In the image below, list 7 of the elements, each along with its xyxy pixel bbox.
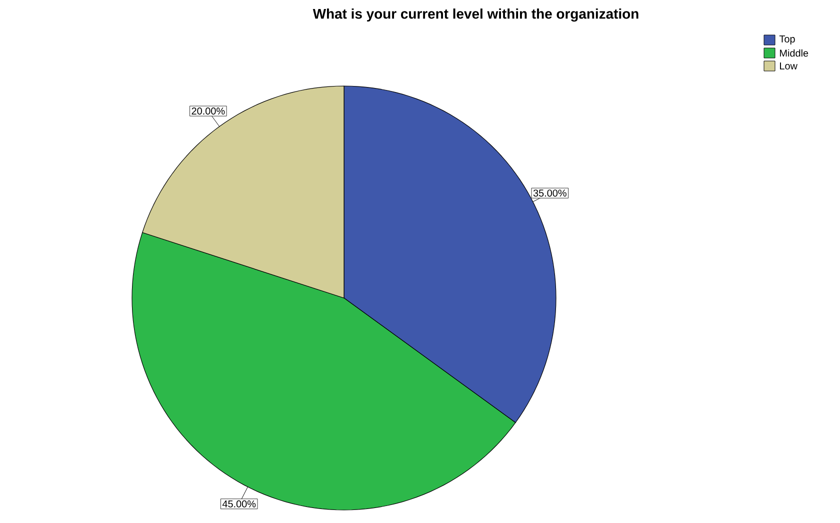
legend-label: Middle xyxy=(780,49,808,57)
legend-label: Low xyxy=(780,62,798,70)
legend-label: Top xyxy=(779,36,795,44)
data-label: 45.00% xyxy=(222,500,256,508)
data-label: 35.00% xyxy=(533,190,566,197)
chart-title: What is your current level within the organization xyxy=(312,8,638,22)
data-label: 20.00% xyxy=(192,108,225,115)
